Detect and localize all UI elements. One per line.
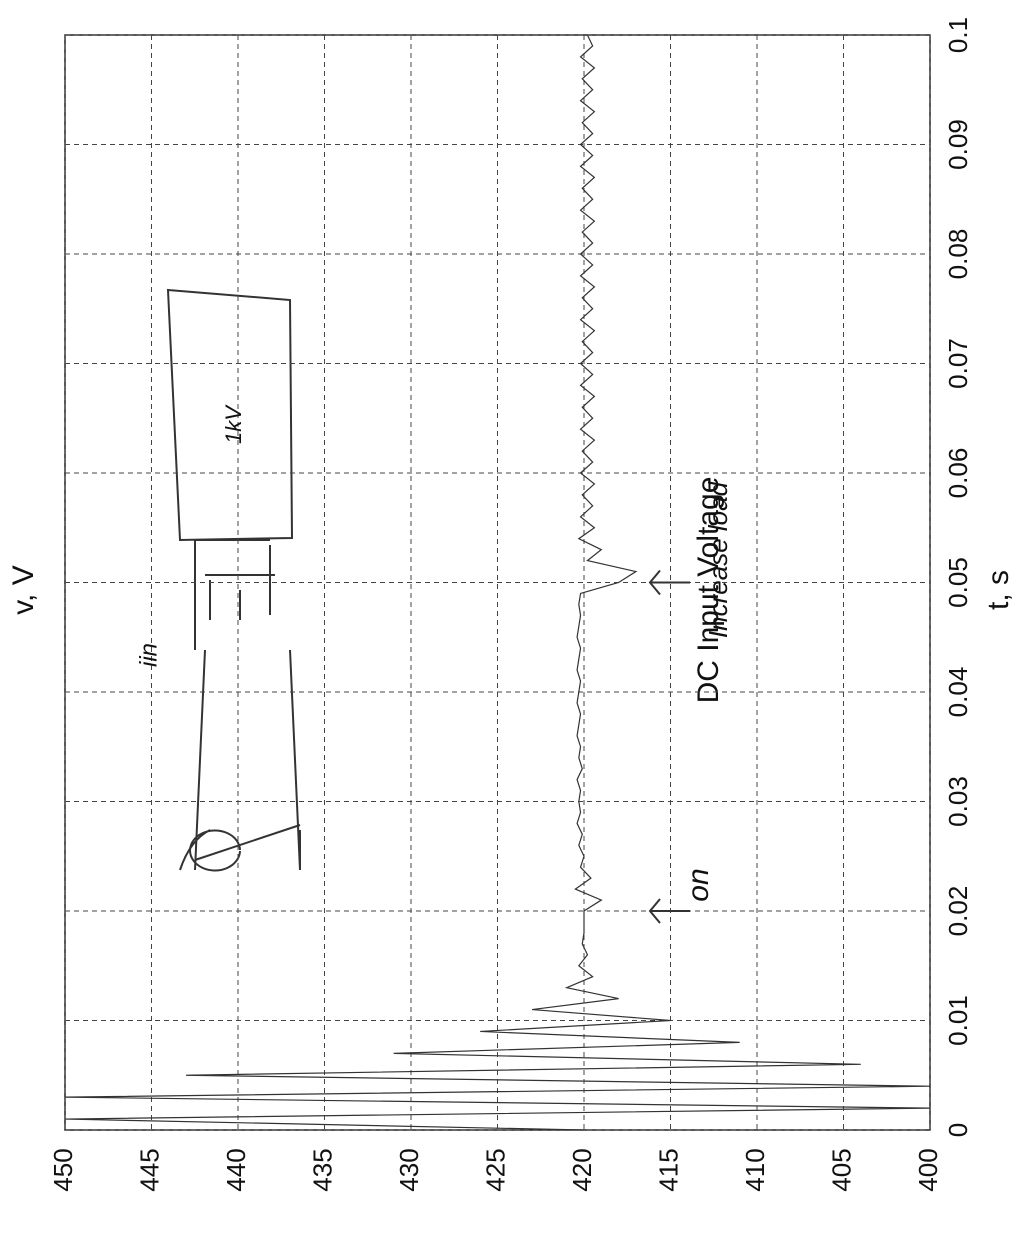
sketch-wires <box>180 540 300 871</box>
y-axis-label: v, V <box>7 565 40 614</box>
annotation-arrow <box>650 571 690 595</box>
x-tick-label: 0.09 <box>943 119 973 170</box>
y-tick-label: 410 <box>740 1148 770 1191</box>
annotation: Increase load <box>703 480 733 638</box>
y-tick-label: 440 <box>221 1148 251 1191</box>
x-tick-label: 0.05 <box>943 557 973 608</box>
chart: DC Input Voltage t, s v, V 4004054104154… <box>0 0 1013 1251</box>
y-tick-label: 405 <box>826 1148 856 1191</box>
y-tick-label: 420 <box>567 1148 597 1191</box>
y-tick-label: 450 <box>48 1148 78 1191</box>
x-tick-label: 0.06 <box>943 448 973 499</box>
x-axis-label: t, s <box>982 570 1013 610</box>
x-tick-label: 0.07 <box>943 338 973 389</box>
x-tick-label: 0.04 <box>943 667 973 718</box>
annotation: on <box>682 868 715 901</box>
y-tick-label: 445 <box>134 1148 164 1191</box>
y-tick-label: 435 <box>307 1148 337 1191</box>
annotation: 1kV <box>221 404 246 444</box>
x-tick-label: 0 <box>943 1123 973 1137</box>
x-tick-label: 0.03 <box>943 776 973 827</box>
y-tick-label: 425 <box>480 1148 510 1191</box>
x-tick-label: 0.1 <box>943 17 973 53</box>
y-tick-label: 400 <box>913 1148 943 1191</box>
y-tick-label: 430 <box>394 1148 424 1191</box>
circuit-sketch <box>168 290 300 871</box>
x-tick-label: 0.01 <box>943 995 973 1046</box>
x-tick-label: 0.08 <box>943 229 973 280</box>
y-tick-label: 415 <box>653 1148 683 1191</box>
x-tick-label: 0.02 <box>943 886 973 937</box>
annotation: iin <box>135 643 162 667</box>
